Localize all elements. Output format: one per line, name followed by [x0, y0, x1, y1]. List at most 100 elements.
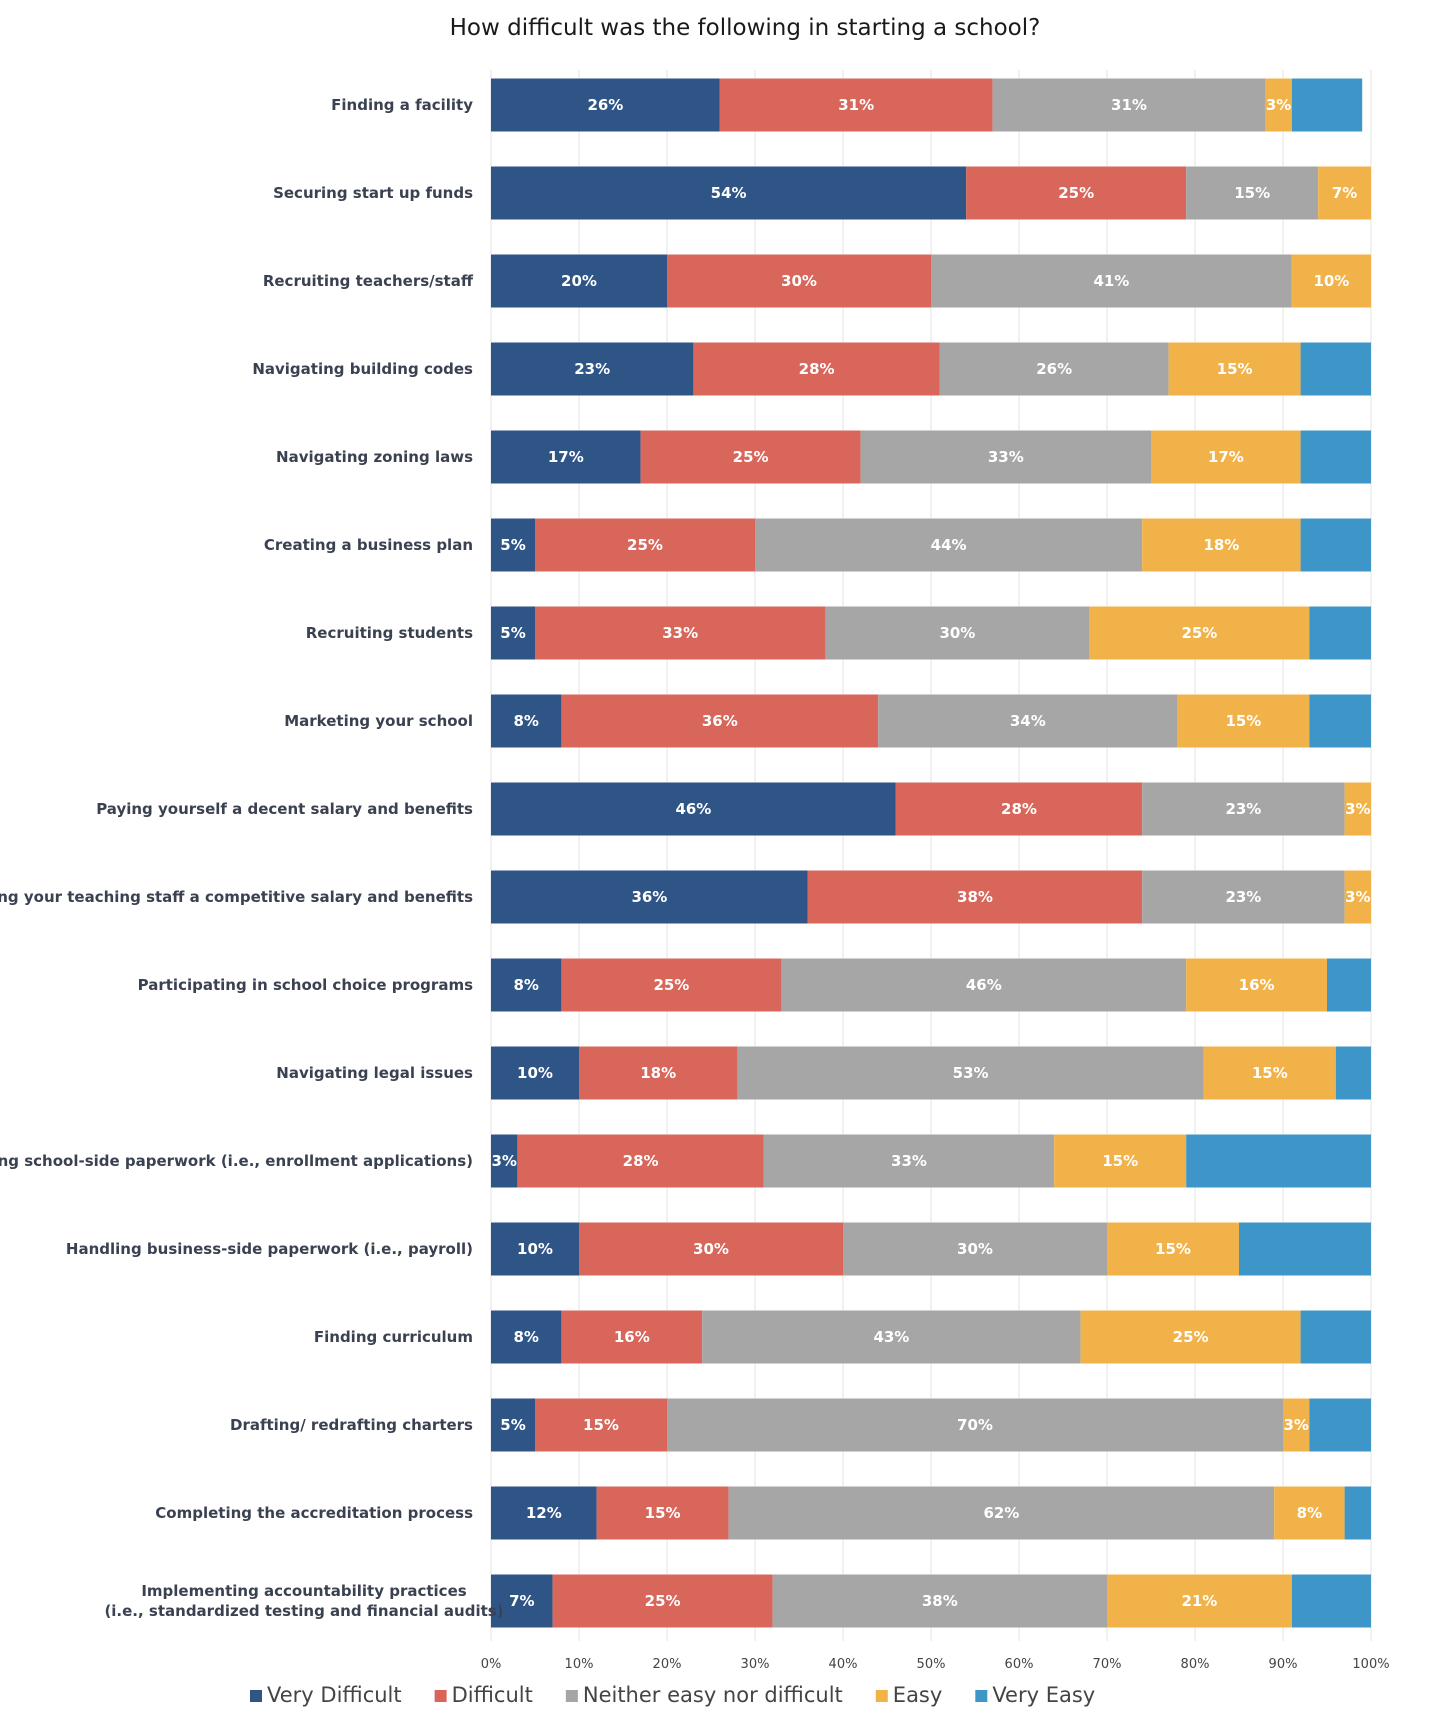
- x-tick-label: 50%: [917, 1657, 946, 1672]
- bar-segment: [1344, 1486, 1371, 1540]
- category-label: Creating a business plan: [264, 536, 473, 554]
- data-label: 41%: [1093, 272, 1129, 290]
- data-label: 10%: [517, 1240, 553, 1258]
- bar-segment: [1291, 1574, 1371, 1628]
- legend-swatch: [875, 1690, 888, 1702]
- bar-segment: [667, 1398, 1283, 1452]
- bar-segment: [1186, 166, 1319, 220]
- data-label: 28%: [1001, 800, 1037, 818]
- bar-segment: [1203, 1046, 1336, 1100]
- bar-segment: [1291, 78, 1363, 132]
- category-label: Paying your teaching staff a competitive…: [0, 888, 473, 906]
- bar-segment: [1300, 1310, 1371, 1364]
- legend-label: Difficult: [452, 1683, 533, 1707]
- bar-segment: [579, 1046, 738, 1100]
- data-label: 15%: [1252, 1064, 1288, 1082]
- data-label: 53%: [953, 1064, 989, 1082]
- data-label: 33%: [891, 1152, 927, 1170]
- bar-segment: [1186, 1134, 1371, 1188]
- bar-segment: [1327, 958, 1371, 1012]
- legend-label: Very Difficult: [267, 1683, 402, 1707]
- category-label: Finding curriculum: [314, 1328, 473, 1346]
- data-label: 8%: [513, 1328, 538, 1346]
- data-label: 3%: [1266, 96, 1291, 114]
- x-tick-label: 10%: [565, 1657, 594, 1672]
- bar-segment: [1344, 782, 1371, 836]
- bar-segment: [781, 958, 1187, 1012]
- bar-segment: [491, 254, 667, 308]
- data-label: 17%: [548, 448, 584, 466]
- data-label: 5%: [500, 536, 525, 554]
- bars: 26% 31% 31% 3% 54% 25% 15% 7% 20% 30% 41% 10% 23% 28%…: [491, 78, 1371, 1628]
- bar-segment: [1344, 870, 1371, 924]
- x-tick-label: 20%: [653, 1657, 682, 1672]
- data-label: 25%: [627, 536, 663, 554]
- category-label: Handling business-side paperwork (i.e., …: [66, 1240, 473, 1258]
- bar-segment: [552, 1574, 773, 1628]
- data-label: 10%: [1313, 272, 1349, 290]
- category-label: Marketing your school: [284, 712, 473, 730]
- data-label: 28%: [623, 1152, 659, 1170]
- bar-segment: [1168, 342, 1301, 396]
- bar-segment: [1335, 1046, 1371, 1100]
- legend-label: Easy: [893, 1683, 943, 1707]
- bar-segment: [535, 606, 826, 660]
- x-tick-label: 90%: [1269, 1657, 1298, 1672]
- data-label: 16%: [614, 1328, 650, 1346]
- legend-label: Very Easy: [992, 1683, 1095, 1707]
- bar-segment: [1107, 1574, 1292, 1628]
- data-label: 33%: [662, 624, 698, 642]
- bar-segment: [1142, 518, 1301, 572]
- data-label: 23%: [1225, 800, 1261, 818]
- bar-segment: [860, 430, 1151, 484]
- bar-segment: [763, 1134, 1055, 1188]
- data-label: 30%: [957, 1240, 993, 1258]
- bar-segment: [1283, 1398, 1310, 1452]
- bar-segment: [561, 958, 782, 1012]
- legend-swatch: [434, 1690, 447, 1702]
- data-label: 16%: [1239, 976, 1275, 994]
- x-tick-label: 60%: [1005, 1657, 1034, 1672]
- data-label: 15%: [583, 1416, 619, 1434]
- x-tick-label: 30%: [741, 1657, 770, 1672]
- x-tick-label: 0%: [481, 1657, 502, 1672]
- data-label: 8%: [513, 976, 538, 994]
- data-label: 26%: [587, 96, 623, 114]
- bar-segment: [755, 518, 1143, 572]
- data-label: 54%: [711, 184, 747, 202]
- bar-segment: [491, 166, 967, 220]
- bar-segment: [693, 342, 940, 396]
- bar-segment: [491, 1486, 597, 1540]
- bar-segment: [843, 1222, 1107, 1276]
- data-label: 70%: [957, 1416, 993, 1434]
- bar-segment: [878, 694, 1178, 748]
- data-label: 8%: [513, 712, 538, 730]
- data-label: 25%: [1181, 624, 1217, 642]
- data-label: 15%: [1155, 1240, 1191, 1258]
- bar-segment: [561, 694, 879, 748]
- bar-segment: [491, 430, 641, 484]
- bar-segment: [772, 1574, 1107, 1628]
- data-label: 44%: [931, 536, 967, 554]
- data-label: 5%: [500, 1416, 525, 1434]
- data-label: 25%: [645, 1592, 681, 1610]
- category-label: Implementing accountability practices: [141, 1582, 466, 1600]
- data-label: 12%: [526, 1504, 562, 1522]
- bar-segment: [535, 1398, 667, 1452]
- bar-segment: [535, 518, 755, 572]
- category-label: Navigating legal issues: [276, 1064, 473, 1082]
- data-label: 34%: [1010, 712, 1046, 730]
- bar-segment: [1300, 342, 1371, 396]
- bar-segment: [1318, 166, 1371, 220]
- legend-swatch: [975, 1690, 988, 1702]
- data-label: 17%: [1208, 448, 1244, 466]
- bar-segment: [1300, 518, 1371, 572]
- category-label: Participating in school choice programs: [138, 976, 473, 994]
- bar-segment: [1274, 1486, 1345, 1540]
- bar-segment: [728, 1486, 1275, 1540]
- data-label: 43%: [873, 1328, 909, 1346]
- data-label: 31%: [838, 96, 874, 114]
- data-label: 28%: [799, 360, 835, 378]
- data-label: 38%: [922, 1592, 958, 1610]
- category-label: Navigating zoning laws: [276, 448, 473, 466]
